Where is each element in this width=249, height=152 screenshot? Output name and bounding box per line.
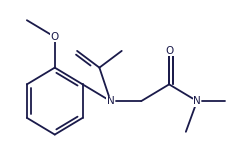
Text: N: N: [193, 96, 201, 106]
Text: N: N: [107, 96, 115, 106]
Text: O: O: [51, 32, 59, 42]
Text: O: O: [165, 46, 173, 56]
